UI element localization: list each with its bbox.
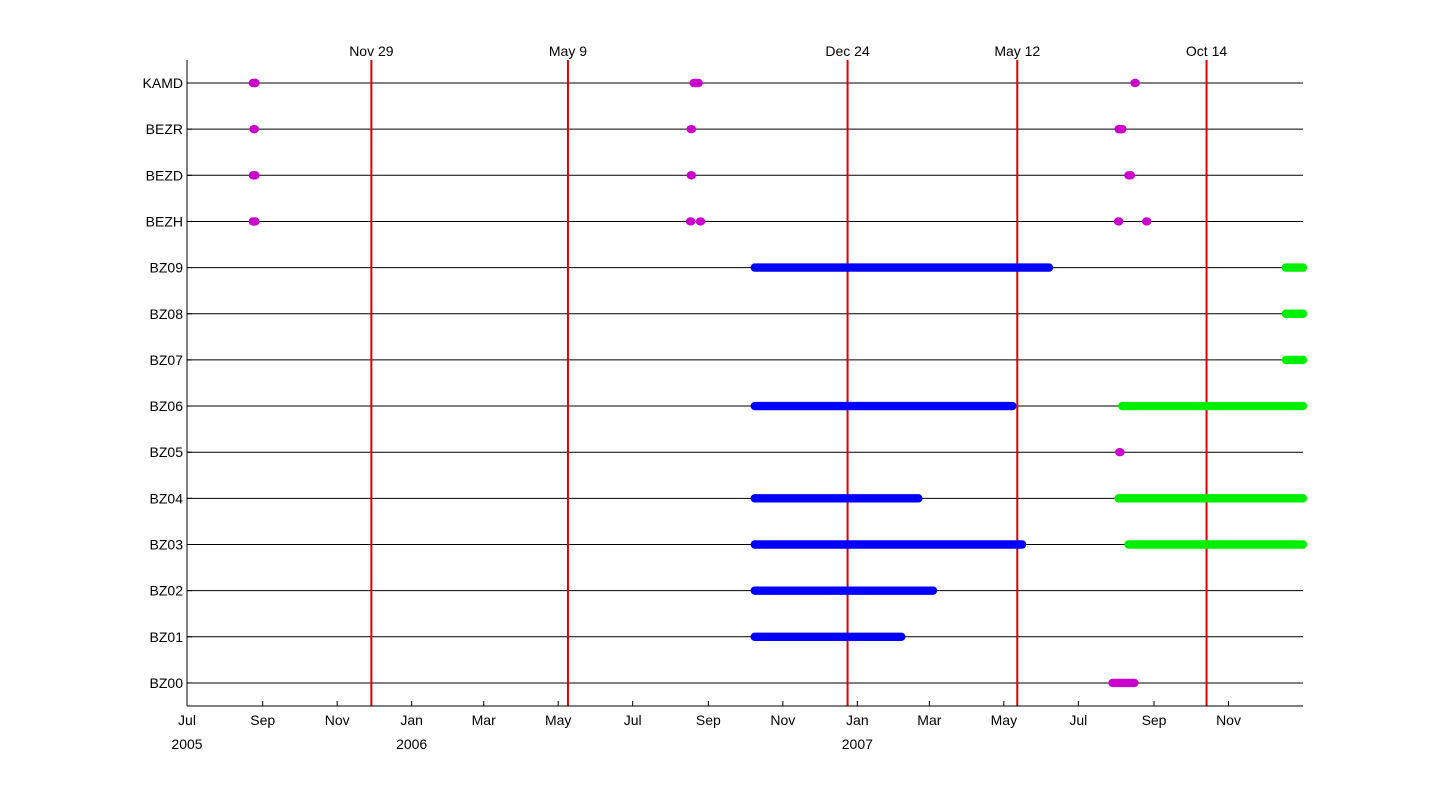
data-mark-bz06-18 xyxy=(750,401,1017,411)
data-mark-bezh-13 xyxy=(1141,217,1152,226)
event-labels: Nov 29 May 9 Dec 24 May 12 Oct 14 xyxy=(349,43,1227,59)
x-tick-label-12: Jul xyxy=(1069,712,1087,728)
data-mark-bz02-25 xyxy=(750,586,938,595)
x-tick-label-13: Sep xyxy=(1142,712,1167,728)
station-label-bz06: BZ06 xyxy=(150,398,184,414)
data-mark-bezd-7 xyxy=(686,171,697,180)
data-mark-kamd-0 xyxy=(248,78,260,88)
station-label-bz05: BZ05 xyxy=(150,444,184,460)
data-mark-bezd-6 xyxy=(248,171,260,180)
data-mark-bz06-19 xyxy=(1118,401,1308,411)
data-mark-bz00-27 xyxy=(1108,678,1139,688)
data-mark-kamd-1 xyxy=(689,78,703,88)
data-mark-bezh-10 xyxy=(685,217,696,226)
axes xyxy=(186,60,1303,707)
x-tick-label-5: May xyxy=(545,712,571,728)
data-mark-bz09-15 xyxy=(1281,263,1308,272)
data-mark-bz03-24 xyxy=(1124,540,1308,549)
x-tick-label-0: Jul xyxy=(178,712,196,728)
data-mark-bezh-9 xyxy=(248,217,260,226)
station-label-bezr: BEZR xyxy=(146,121,183,137)
data-mark-bezd-8 xyxy=(1124,171,1136,180)
data-mark-bz01-26 xyxy=(750,632,906,641)
data-mark-bezr-5 xyxy=(1114,124,1127,134)
data-mark-bezh-12 xyxy=(1113,217,1124,226)
station-labels: KAMD BEZR BEZD BEZH BZ09 BZ08 BZ07 BZ06 BZ05 BZ04… xyxy=(143,75,184,691)
event-label-0: Nov 29 xyxy=(349,43,394,59)
x-tick-label-2: Nov xyxy=(325,712,350,728)
x-ticks: Jul Sep Nov Jan Mar May Jul Sep Nov Jan Mar May Jul S… xyxy=(171,701,1241,752)
data-mark-bezr-3 xyxy=(249,124,259,134)
x-tick-label-6: Jul xyxy=(624,712,642,728)
data-mark-bz09-14 xyxy=(750,263,1054,272)
station-label-bz09: BZ09 xyxy=(150,260,184,276)
station-label-bz01: BZ01 xyxy=(150,629,184,645)
data-mark-bz04-21 xyxy=(750,494,923,503)
event-lines xyxy=(370,60,1208,706)
x-tick-label-9: Jan xyxy=(846,712,869,728)
data-marks xyxy=(248,78,1308,688)
x-tick-label-11: May xyxy=(991,712,1017,728)
year-label-2006: 2006 xyxy=(396,736,427,752)
data-mark-bezh-11 xyxy=(695,217,706,226)
year-label-2007: 2007 xyxy=(842,736,873,752)
station-label-bz03: BZ03 xyxy=(150,537,184,553)
event-label-1: May 9 xyxy=(549,43,587,59)
x-tick-label-4: Mar xyxy=(472,712,496,728)
x-tick-label-1: Sep xyxy=(250,712,275,728)
station-label-bz00: BZ00 xyxy=(150,675,184,691)
data-mark-bz07-17 xyxy=(1281,355,1308,365)
data-mark-bz04-22 xyxy=(1114,494,1308,503)
data-mark-bz08-16 xyxy=(1281,309,1308,318)
station-label-bz07: BZ07 xyxy=(150,352,184,368)
data-mark-bz03-23 xyxy=(750,540,1027,549)
event-label-4: Oct 14 xyxy=(1186,43,1227,59)
x-tick-label-10: Mar xyxy=(917,712,941,728)
event-label-3: May 12 xyxy=(994,43,1040,59)
station-label-bz08: BZ08 xyxy=(150,306,184,322)
station-label-bz04: BZ04 xyxy=(150,490,184,506)
x-tick-label-8: Nov xyxy=(770,712,795,728)
year-label-2005: 2005 xyxy=(171,736,202,752)
event-label-2: Dec 24 xyxy=(825,43,870,59)
x-tick-label-3: Jan xyxy=(400,712,423,728)
data-mark-bz05-20 xyxy=(1115,448,1125,457)
x-tick-label-14: Nov xyxy=(1216,712,1241,728)
station-label-kamd: KAMD xyxy=(143,75,183,91)
x-tick-label-7: Sep xyxy=(696,712,721,728)
data-mark-bezr-4 xyxy=(686,124,697,134)
station-label-bz02: BZ02 xyxy=(150,583,184,599)
station-label-bezh: BEZH xyxy=(146,213,183,229)
station-row-lines xyxy=(187,82,1303,684)
station-label-bezd: BEZD xyxy=(146,167,183,183)
data-mark-kamd-2 xyxy=(1130,78,1140,88)
